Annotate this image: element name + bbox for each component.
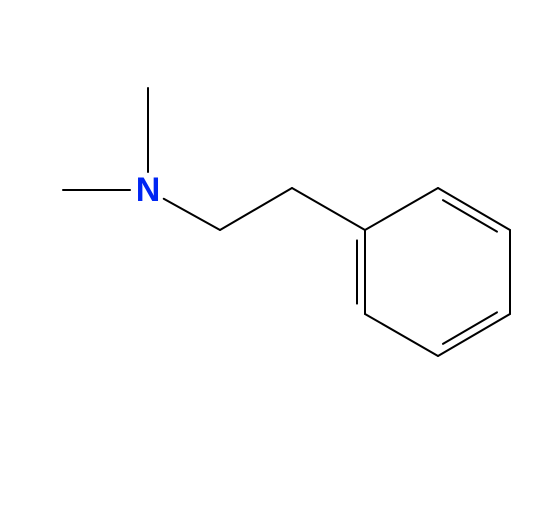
molecule-svg: N — [0, 0, 550, 507]
bond-line — [365, 314, 438, 356]
molecule-diagram: N — [0, 0, 550, 507]
bond-line — [164, 199, 220, 230]
bond-line — [443, 200, 497, 232]
bond-line — [292, 188, 365, 230]
bond-line — [438, 188, 510, 230]
atom-label: N — [136, 171, 161, 209]
bond-line — [365, 188, 438, 230]
bond-line — [220, 188, 292, 230]
bond-line — [443, 312, 497, 344]
bond-line — [438, 314, 510, 356]
